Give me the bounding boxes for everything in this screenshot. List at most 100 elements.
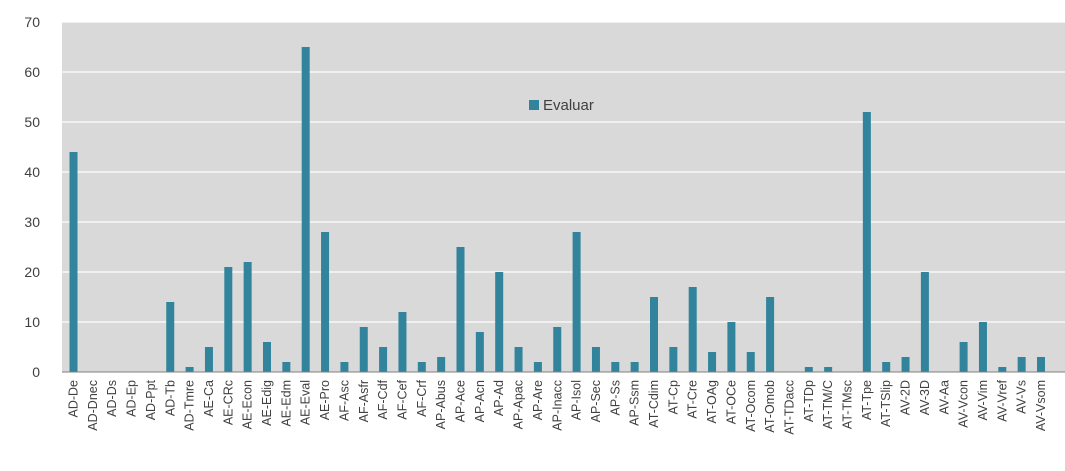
bar-av-vs bbox=[1017, 357, 1026, 372]
x-tick-label: AP-Ss bbox=[608, 380, 622, 415]
x-tick-label: AV-Vcon bbox=[957, 380, 971, 428]
bar-at-ocom bbox=[746, 352, 755, 372]
plot-area bbox=[62, 22, 1065, 372]
bar-ap-sec bbox=[591, 347, 600, 372]
x-tick-label: AT-TDacc bbox=[782, 380, 796, 435]
x-tick-label: AP-Ace bbox=[454, 380, 468, 422]
x-tick-label: AV-Vim bbox=[976, 380, 990, 421]
bar-ap-are bbox=[533, 362, 542, 372]
x-tick-label: AP-Acn bbox=[473, 380, 487, 422]
x-tick-label: AP-Abus bbox=[434, 380, 448, 429]
bar-ad-tmre bbox=[185, 367, 194, 372]
x-tick-label: AT-Tpe bbox=[860, 380, 874, 420]
bar-ad-tb bbox=[166, 302, 175, 372]
y-tick-label: 40 bbox=[24, 164, 40, 180]
x-tick-label: AE-Eval bbox=[299, 380, 313, 425]
y-tick-label: 10 bbox=[24, 314, 40, 330]
x-tick-label: AT-Ocom bbox=[744, 380, 758, 432]
bar-ap-acn bbox=[475, 332, 484, 372]
x-tick-label: AV-Vs bbox=[1015, 380, 1029, 414]
x-tick-label: AT-TM/C bbox=[821, 380, 835, 429]
bar-ap-ad bbox=[495, 272, 504, 372]
bar-at-tdp bbox=[804, 367, 813, 372]
y-tick-label: 60 bbox=[24, 64, 40, 80]
x-tick-label: AD-Ds bbox=[105, 380, 119, 417]
bar-at-omob bbox=[766, 297, 775, 372]
bar-af-cef bbox=[398, 312, 407, 372]
x-tick-label: AP-Apac bbox=[512, 380, 526, 429]
x-tick-label: AT-TSlip bbox=[879, 380, 893, 427]
legend-swatch bbox=[529, 100, 539, 110]
bar-av-3d bbox=[920, 272, 929, 372]
x-tick-label: AE-Edig bbox=[260, 380, 274, 426]
bar-at-oag bbox=[708, 352, 717, 372]
bars bbox=[69, 47, 1045, 372]
x-tick-label: AD-Tb bbox=[163, 380, 177, 416]
bar-ae-econ bbox=[243, 262, 252, 372]
y-tick-label: 50 bbox=[24, 114, 40, 130]
x-tick-label: AT-OAg bbox=[705, 380, 719, 424]
x-tick-label: AT-Cre bbox=[686, 380, 700, 419]
bar-av-vsom bbox=[1037, 357, 1045, 372]
bar-av-vcon bbox=[959, 342, 968, 372]
bar-at-cdim bbox=[650, 297, 658, 372]
legend-label: Evaluar bbox=[543, 97, 594, 114]
bar-at-tm-c bbox=[824, 367, 833, 372]
bar-ap-apac bbox=[514, 347, 523, 372]
x-tick-label: AE-Econ bbox=[241, 380, 255, 429]
bar-ae-pro bbox=[321, 232, 330, 372]
x-tick-label: AE-Ca bbox=[202, 380, 216, 417]
y-tick-label: 70 bbox=[24, 14, 40, 30]
y-axis-ticks: 0 10 20 30 40 50 60 70 bbox=[24, 14, 40, 380]
x-tick-label: AD-De bbox=[67, 380, 81, 418]
bar-ad-de bbox=[69, 152, 78, 372]
x-tick-label: AD-Dnec bbox=[86, 380, 100, 431]
bar-ap-isol bbox=[572, 232, 581, 372]
x-axis-ticks: AD-De AD-Dnec AD-Ds AD-Ep AD-Ppt AD-Tb AD-Tmre… bbox=[67, 379, 1049, 434]
bar-af-cdf bbox=[379, 347, 388, 372]
x-tick-label: AT-Cp bbox=[666, 380, 680, 415]
x-tick-label: AV-Aa bbox=[937, 380, 951, 415]
x-tick-label: AV-3D bbox=[918, 380, 932, 415]
bar-ap-inacc bbox=[553, 327, 562, 372]
x-tick-label: AP-Ssm bbox=[628, 380, 642, 426]
y-tick-label: 30 bbox=[24, 214, 40, 230]
bar-ae-edm bbox=[282, 362, 291, 372]
x-tick-label: AF-Asfr bbox=[357, 380, 371, 422]
x-tick-label: AV-2D bbox=[899, 380, 913, 415]
bar-ap-ss bbox=[611, 362, 620, 372]
x-tick-label: AF-Cef bbox=[395, 379, 409, 419]
x-tick-label: AF-Cdf bbox=[376, 379, 390, 419]
bar-at-cp bbox=[669, 347, 678, 372]
bar-at-tpe bbox=[862, 112, 871, 372]
x-tick-label: AV-Vsom bbox=[1034, 380, 1048, 431]
x-tick-label: AT-TMsc bbox=[841, 380, 855, 429]
bar-af-asc bbox=[340, 362, 349, 372]
x-tick-label: AV-Vref bbox=[995, 379, 1009, 421]
bar-af-asfr bbox=[359, 327, 368, 372]
bar-at-oce bbox=[727, 322, 736, 372]
bar-ap-abus bbox=[437, 357, 446, 372]
bar-av-vref bbox=[998, 367, 1007, 372]
x-tick-label: AF-Asc bbox=[337, 380, 351, 421]
x-tick-label: AP-Inacc bbox=[550, 380, 564, 431]
y-tick-label: 0 bbox=[32, 364, 40, 380]
x-tick-label: AD-Tmre bbox=[183, 380, 197, 431]
x-tick-label: AP-Isol bbox=[570, 380, 584, 420]
bar-ae-crc bbox=[224, 267, 233, 372]
x-tick-label: AT-Omob bbox=[763, 380, 777, 433]
bar-at-cre bbox=[688, 287, 697, 372]
x-tick-label: AP-Are bbox=[531, 380, 545, 420]
x-tick-label: AE-CRc bbox=[221, 380, 235, 425]
x-tick-label: AP-Ad bbox=[492, 380, 506, 416]
y-tick-label: 20 bbox=[24, 264, 40, 280]
bar-ae-eval bbox=[301, 47, 310, 372]
legend: Evaluar bbox=[529, 97, 594, 114]
bar-ae-ca bbox=[204, 347, 213, 372]
bar-av-2d bbox=[901, 357, 910, 372]
x-tick-label: AD-Ppt bbox=[144, 379, 158, 420]
bar-av-vim bbox=[978, 322, 987, 372]
x-tick-label: AD-Ep bbox=[125, 380, 139, 417]
